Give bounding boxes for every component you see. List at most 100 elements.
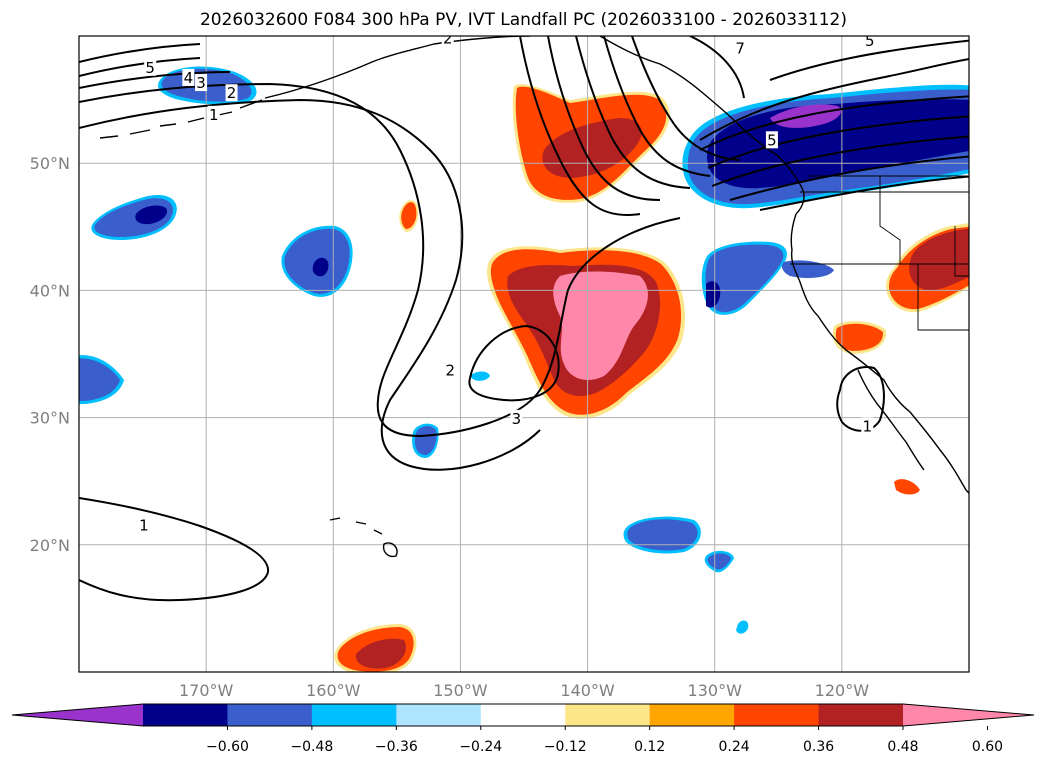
contour-label-bg-1 bbox=[182, 68, 195, 86]
pv-contour-trough-1 bbox=[519, 36, 641, 216]
anomaly-region-sub-2-inner bbox=[707, 553, 731, 570]
contour-label-12: 5 bbox=[767, 131, 777, 149]
colorbar-label-3: −0.24 bbox=[459, 739, 502, 755]
anomaly-region-cpac-1-core bbox=[312, 257, 329, 277]
contour-label-bg-11 bbox=[863, 36, 876, 50]
colorbar bbox=[11, 703, 1035, 727]
colorbar-label-5: 0.12 bbox=[634, 739, 665, 755]
contour-label-11: 5 bbox=[865, 32, 875, 50]
contour-label-2: 3 bbox=[196, 74, 206, 92]
pv-contour-3-cut-off bbox=[468, 324, 560, 402]
anomaly-region-sub-3 bbox=[736, 620, 749, 634]
anomaly-region-wpac-1-core bbox=[135, 205, 168, 225]
anomaly-region-socal bbox=[835, 323, 884, 351]
state-borders bbox=[790, 175, 969, 331]
id-border bbox=[879, 176, 901, 264]
contour-label-bg-3 bbox=[225, 84, 238, 102]
ca-nv-border bbox=[917, 264, 969, 331]
map-frame bbox=[78, 35, 970, 673]
contour-label-3: 2 bbox=[227, 84, 237, 102]
latitude-label-3: 20°N bbox=[30, 536, 70, 555]
graticule bbox=[79, 36, 969, 672]
pv-contour-ridge-3 bbox=[699, 95, 969, 151]
colorbar-segment-1 bbox=[227, 704, 313, 726]
colorbar-segment-0 bbox=[143, 704, 228, 726]
aleutian-islands bbox=[99, 99, 263, 139]
contour-label-8: 1 bbox=[863, 418, 873, 436]
anomaly-region-small-positive-1-inner bbox=[401, 202, 417, 229]
hawaii-islands bbox=[329, 517, 398, 558]
contour-label-0: 5 bbox=[145, 59, 155, 77]
contour-label-9: 2 bbox=[443, 30, 453, 48]
contour-label-bg-4 bbox=[207, 105, 220, 123]
contour-label-7: 1 bbox=[139, 517, 149, 535]
pv-contour-trough-2 bbox=[547, 36, 661, 201]
anomaly-region-tiny bbox=[470, 371, 490, 381]
colorbar-segment-4 bbox=[480, 704, 566, 726]
contour-label-10: 7 bbox=[735, 40, 745, 58]
contour-label-bg-12 bbox=[765, 131, 778, 149]
pv-contour-2-cpac bbox=[79, 82, 681, 438]
contour-label-bg-2 bbox=[195, 74, 208, 92]
anomaly-region-interior-west-strong bbox=[909, 228, 969, 291]
latitude-label-1: 40°N bbox=[30, 281, 70, 300]
latitude-label-0: 50°N bbox=[30, 154, 70, 173]
colorbar-label-9: 0.60 bbox=[972, 739, 1003, 755]
longitude-label-0: 170°W bbox=[179, 681, 234, 700]
colorbar-segment-6 bbox=[649, 704, 735, 726]
latitude-label-2: 30°N bbox=[30, 409, 70, 428]
pv-contour-trough-4 bbox=[603, 36, 711, 177]
longitude-label-3: 140°W bbox=[560, 681, 615, 700]
colorbar-label-8: 0.48 bbox=[887, 739, 918, 755]
pv-contour-4-upper bbox=[79, 57, 201, 77]
anomaly-region-cpac-positive-peak bbox=[553, 271, 648, 380]
anomaly-region-small-sub-inner bbox=[414, 426, 437, 455]
colorbar-arrow-right bbox=[903, 704, 1034, 726]
colorbar-label-6: 0.24 bbox=[719, 739, 750, 755]
colorbar-label-0: −0.60 bbox=[206, 739, 249, 755]
longitude-label-4: 130°W bbox=[688, 681, 743, 700]
anomaly-region-ne-pac-core bbox=[706, 281, 721, 308]
anomaly-region-coast-blue bbox=[782, 260, 834, 278]
pv-contour-ridge-6 bbox=[729, 155, 969, 201]
anomaly-region-south-hawaii-strong bbox=[355, 638, 406, 669]
map-title: 2026032600 F084 300 hPa PV, IVT Landfall… bbox=[199, 10, 847, 30]
contour-label-5: 2 bbox=[445, 362, 455, 380]
contour-label-bg-9 bbox=[441, 36, 454, 47]
ut-border bbox=[954, 226, 969, 277]
colorbar-labels: −0.60 −0.48 −0.36 −0.24 −0.12 0.12 0.24 0.36 0.4… bbox=[206, 726, 1003, 755]
contour-label-bg-5 bbox=[444, 361, 457, 379]
pv-contour-trough-5 bbox=[631, 36, 741, 161]
contour-label-bg-0 bbox=[144, 58, 157, 76]
anomaly-region-west-edge-inner bbox=[79, 358, 120, 401]
latitude-labels: 50°N 40°N 30°N 20°N bbox=[30, 154, 70, 555]
pv-contour-ridge-8 bbox=[699, 58, 969, 141]
colorbar-arrow-left bbox=[12, 704, 143, 726]
colorbar-segment-5 bbox=[565, 704, 651, 726]
pv-contour-ridge-2 bbox=[769, 39, 969, 81]
longitude-label-1: 160°W bbox=[306, 681, 361, 700]
colorbar-label-4: −0.12 bbox=[544, 739, 587, 755]
colorbar-segment-7 bbox=[734, 704, 820, 726]
longitude-label-5: 120°W bbox=[815, 681, 870, 700]
pv-contour-sw-1 bbox=[79, 497, 270, 602]
contour-label-bg-7 bbox=[137, 516, 150, 534]
anomaly-region-ne-pac-inner bbox=[705, 244, 784, 313]
colorbar-segment-8 bbox=[818, 704, 904, 726]
contour-label-4: 1 bbox=[209, 106, 219, 124]
pv-contour-ridge-1 bbox=[689, 36, 745, 99]
contour-label-bg-10 bbox=[734, 39, 747, 57]
alaska-coast bbox=[264, 36, 741, 127]
contour-label-1: 4 bbox=[184, 69, 194, 87]
pv-contour-1-north bbox=[79, 98, 541, 471]
longitude-label-2: 150°W bbox=[433, 681, 488, 700]
colorbar-segment-2 bbox=[311, 704, 397, 726]
pv-contour-ridge-7 bbox=[759, 175, 969, 211]
anomaly-region-sub-1-inner bbox=[627, 519, 698, 551]
pv-contour-trough-3 bbox=[575, 36, 691, 189]
pv-contour-california-1 bbox=[836, 366, 885, 432]
pv-contour-ridge-5 bbox=[711, 135, 969, 187]
colorbar-label-1: −0.48 bbox=[290, 739, 333, 755]
